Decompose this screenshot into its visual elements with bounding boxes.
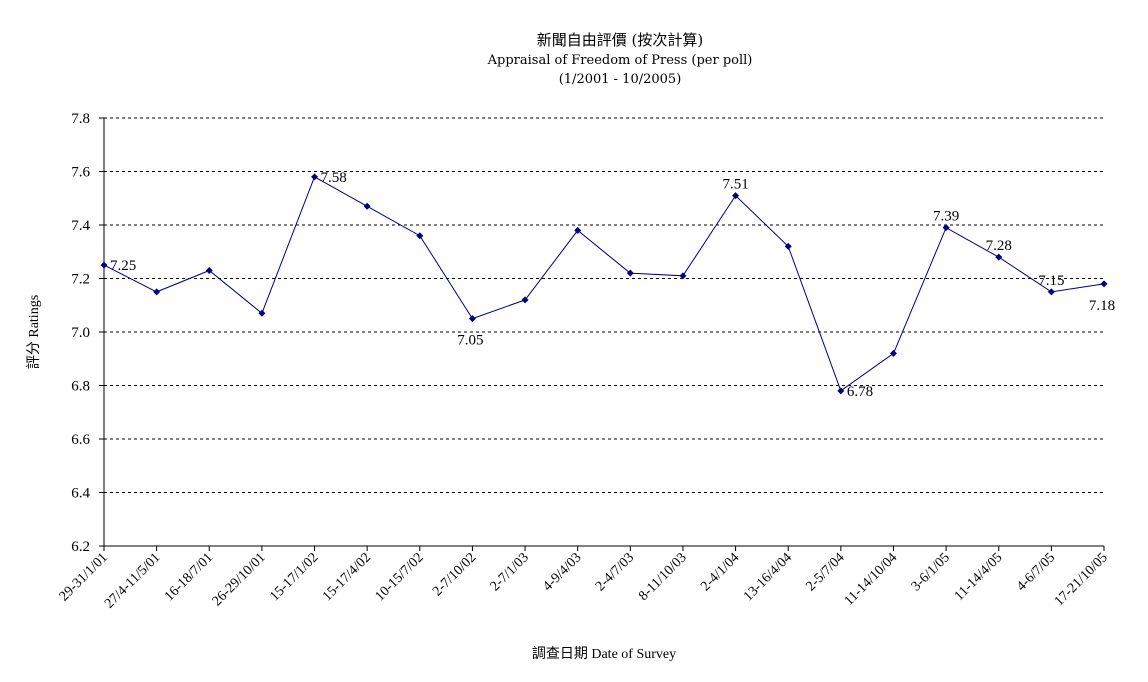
- y-tick-label: 6.4: [71, 486, 90, 502]
- x-tick-label: 29-31/1/01: [57, 550, 111, 604]
- data-point: [1047, 288, 1055, 296]
- series-line: [100, 173, 1108, 395]
- data-point: [574, 226, 582, 234]
- x-tick-labels: 29-31/1/0127/4-11/5/0116-18/7/0126-29/10…: [57, 550, 1111, 611]
- data-label: 7.28: [986, 238, 1012, 254]
- data-point: [416, 232, 424, 240]
- x-tick-label: 11-14/10/04: [842, 550, 901, 609]
- x-tick-label: 4-6/7/05: [1014, 550, 1058, 594]
- y-tick-label: 7.2: [71, 272, 90, 288]
- data-point: [837, 387, 845, 395]
- x-tick-label: 4-9/4/03: [540, 550, 584, 594]
- y-tick-label: 6.8: [71, 379, 90, 395]
- data-point: [942, 224, 950, 232]
- data-label: 7.15: [1038, 273, 1064, 289]
- x-tick-label: 11-14/4/05: [952, 550, 1006, 604]
- x-tick-label: 16-18/7/01: [162, 550, 216, 604]
- x-tick-label: 2-5/7/04: [804, 550, 848, 594]
- x-tick-label: 8-11/10/03: [636, 550, 690, 604]
- data-point: [363, 202, 371, 210]
- grid-lines: [104, 117, 1104, 493]
- x-tick-label: 17-21/10/05: [1052, 550, 1111, 609]
- series-line-0: [103, 176, 1105, 392]
- chart-title: 新聞自由評價 (按次計算) Appraisal of Freedom of Pr…: [0, 30, 1148, 89]
- data-label: 7.25: [110, 258, 136, 274]
- y-tick-label: 7.4: [71, 218, 90, 234]
- data-point: [679, 272, 687, 280]
- x-tick-label: 2-4/1/04: [698, 550, 742, 594]
- data-label: 7.05: [457, 333, 483, 349]
- data-point: [521, 296, 529, 304]
- data-label: 7.39: [933, 209, 959, 225]
- data-point: [1100, 280, 1108, 288]
- chart-date-range: (1/2001 - 10/2005): [558, 72, 682, 87]
- y-tick-label: 7.6: [71, 165, 90, 181]
- data-point: [258, 309, 266, 317]
- data-label: 7.51: [722, 177, 748, 193]
- data-point: [889, 349, 897, 357]
- x-tick-label: 2-7/1/03: [488, 550, 532, 594]
- axes: [99, 117, 1105, 551]
- x-tick-label: 15-17/1/02: [267, 550, 321, 604]
- data-point: [100, 261, 108, 269]
- x-axis-label: 調查日期 Date of Survey: [532, 646, 676, 662]
- y-tick-label: 6.6: [71, 432, 90, 448]
- data-point: [468, 315, 476, 323]
- x-tick-label: 10-15/7/02: [373, 550, 427, 604]
- x-tick-label: 26-29/10/01: [210, 550, 269, 609]
- x-tick-label: 2-4/7/03: [593, 550, 637, 594]
- x-tick-label: 27/4-11/5/01: [102, 550, 163, 611]
- data-point: [153, 288, 161, 296]
- x-tick-label: 13-16/4/04: [741, 550, 795, 604]
- y-axis-label: 評分 Ratings: [26, 295, 42, 369]
- data-label: 7.58: [321, 170, 347, 186]
- data-point: [626, 269, 634, 277]
- data-point: [784, 242, 792, 250]
- y-tick-label: 7.0: [71, 325, 90, 341]
- y-tick-label: 6.2: [71, 539, 90, 555]
- data-label: 7.18: [1089, 298, 1115, 314]
- data-point: [205, 266, 213, 274]
- data-point: [311, 173, 319, 181]
- y-tick-labels: 7.8 7.6 7.4 7.2 7.0 6.8 6.6 6.4 6.2: [71, 111, 90, 555]
- x-tick-label: 3-6/1/05: [909, 550, 953, 594]
- data-labels: 7.25 7.58 7.05 7.51 6.78 7.39 7.28 7.15 7.18: [110, 170, 1115, 400]
- data-point: [995, 253, 1003, 261]
- data-point: [732, 192, 740, 200]
- x-tick-label: 15-17/4/02: [320, 550, 374, 604]
- chart-title-chinese: 新聞自由評價 (按次計算): [536, 31, 704, 49]
- data-label: 6.78: [847, 384, 873, 400]
- y-tick-label: 7.8: [71, 111, 90, 127]
- chart-title-english: Appraisal of Freedom of Press (per poll): [487, 53, 753, 68]
- x-tick-label: 2-7/10/02: [430, 550, 479, 599]
